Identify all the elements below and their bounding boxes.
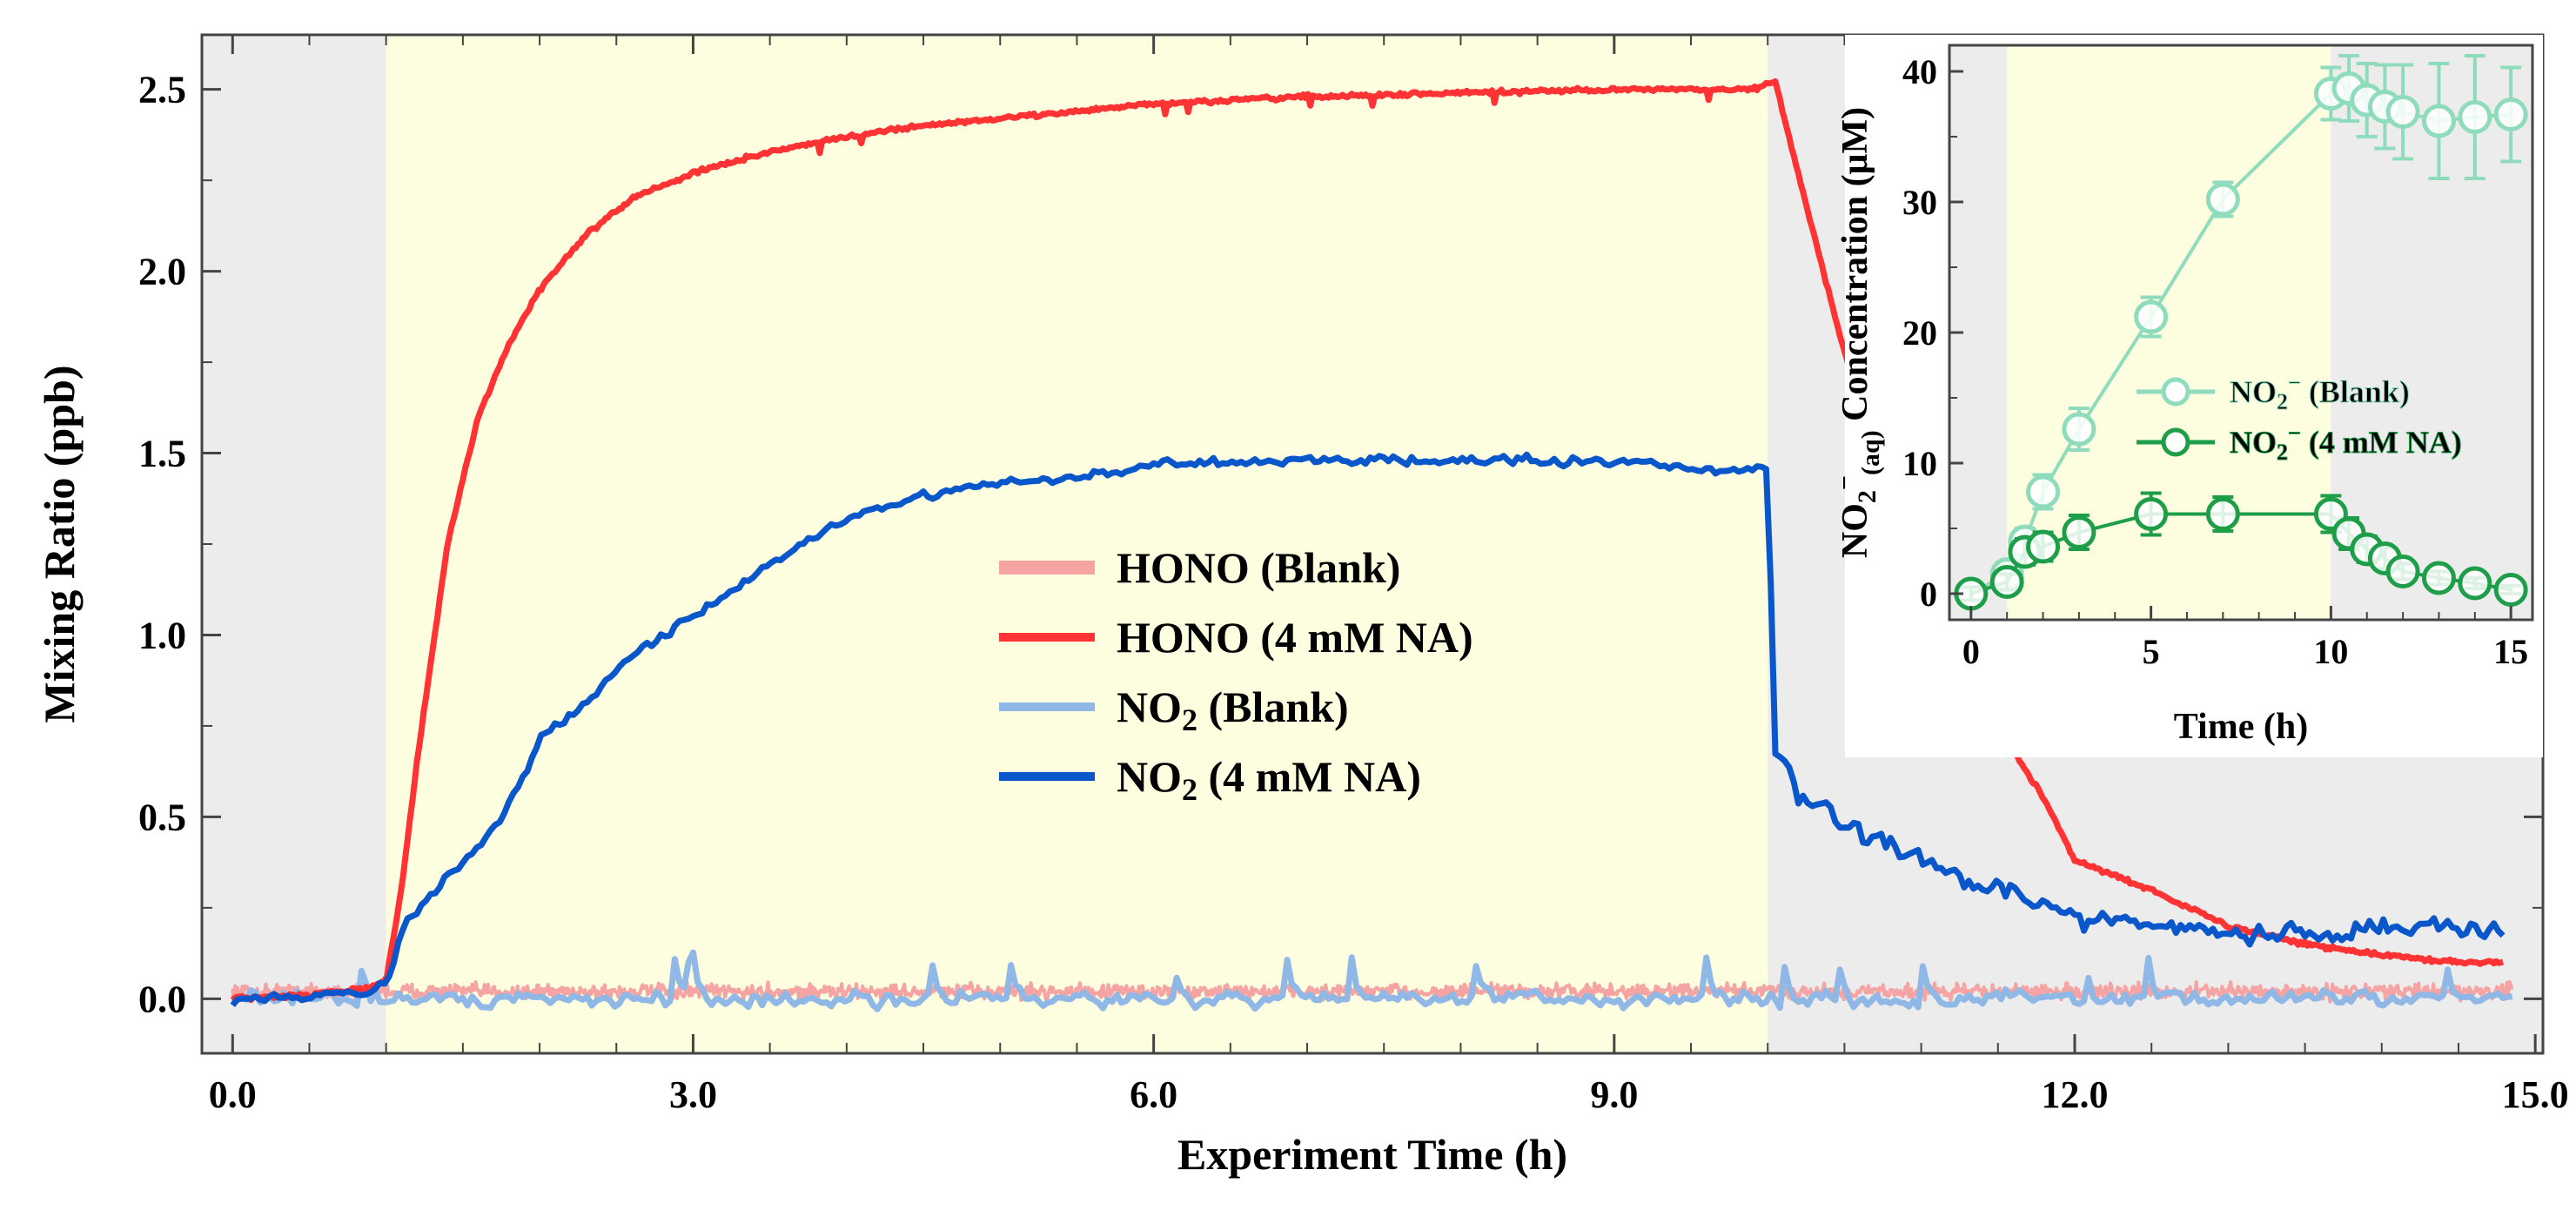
inset-marker-blank xyxy=(2421,104,2456,138)
inset-marker-na xyxy=(2493,573,2528,607)
series-line-no2-blank xyxy=(231,949,2513,1012)
legend-label-hono-blank: HONO (Blank) xyxy=(1117,543,1400,592)
inset-x-axis-label: Time (h) xyxy=(2174,707,2308,747)
inset-marker-blank xyxy=(2062,412,2096,447)
inset-legend-marker-blank xyxy=(2161,377,2190,407)
series-line-hono-na xyxy=(230,77,2505,1004)
x-tick-label: 6.0 xyxy=(1130,1073,1177,1116)
inset-background-bands xyxy=(1949,45,2532,620)
inset-chart: 0 5 10 15 0 10 20 30 40 Time (h) NO2−(aq) Conce… xyxy=(1830,35,2543,757)
inset-marker-blank xyxy=(2458,100,2492,134)
inset-y-tick-label: 20 xyxy=(1902,313,1937,353)
inset-y-tick-label: 40 xyxy=(1902,52,1937,91)
inset-y-tick-label: 0 xyxy=(1920,575,1937,614)
main-x-axis-label: Experiment Time (h) xyxy=(1177,1130,1567,1179)
inset-marker-na xyxy=(2026,529,2061,564)
inset-marker-na xyxy=(2062,515,2096,549)
inset-marker-blank xyxy=(2385,95,2420,129)
y-tick-label: 1.0 xyxy=(138,614,186,656)
y-tick-label: 1.5 xyxy=(138,433,186,475)
light-period-band xyxy=(386,35,1768,1053)
y-tick-label: 0.0 xyxy=(138,978,186,1020)
inset-y-ticks: 0 10 20 30 40 xyxy=(1902,52,1963,614)
inset-marker-na xyxy=(2385,555,2420,588)
inset-legend-label-na: NO2− (4 mM NA) xyxy=(2230,420,2462,465)
inset-y-axis-label: NO2−(aq) Concentration (μM) xyxy=(1830,107,1885,558)
inset-marker-na xyxy=(2205,497,2240,531)
series-line-no2-na xyxy=(230,451,2506,1007)
y-tick-label: 2.5 xyxy=(138,69,186,111)
inset-x-tick-label: 0 xyxy=(1962,632,1980,671)
inset-y-tick-label: 10 xyxy=(1902,444,1937,483)
x-tick-label: 15.0 xyxy=(2502,1073,2569,1116)
inset-marker-blank xyxy=(2493,97,2528,131)
inset-marker-na xyxy=(1989,565,2024,599)
inset-light-period-band xyxy=(2007,45,2331,620)
inset-marker-blank xyxy=(2026,474,2061,509)
y-tick-label: 0.5 xyxy=(138,796,186,838)
inset-marker-blank xyxy=(2205,182,2240,217)
main-series-group xyxy=(230,77,2514,1012)
inset-x-tick-label: 10 xyxy=(2313,632,2348,671)
inset-x-ticks: 0 5 10 15 xyxy=(1962,606,2528,671)
inset-marker-blank xyxy=(2134,299,2169,334)
inset-legend-label-blank: NO2− (Blank) xyxy=(2230,370,2410,414)
inset-marker-na xyxy=(2134,497,2169,531)
x-tick-label: 0.0 xyxy=(209,1073,257,1116)
x-tick-label: 3.0 xyxy=(669,1073,717,1116)
main-legend: HONO (Blank) HONO (4 mM NA) NO2 (Blank) … xyxy=(999,543,1473,807)
inset-x-tick-label: 15 xyxy=(2493,632,2528,671)
legend-label-no2-blank: NO2 (Blank) xyxy=(1117,682,1349,737)
legend-label-no2-na: NO2 (4 mM NA) xyxy=(1117,752,1421,807)
inset-legend-marker-na xyxy=(2161,427,2190,457)
x-tick-label: 12.0 xyxy=(2042,1073,2109,1116)
main-x-ticks: 0.0 3.0 6.0 9.0 12.0 15.0 xyxy=(209,35,2569,1116)
inset-x-tick-label: 5 xyxy=(2143,632,2160,671)
x-tick-label: 9.0 xyxy=(1590,1073,1638,1116)
inset-legend: NO2− (Blank) NO2− (4 mM NA) xyxy=(2137,370,2462,466)
inset-y-tick-label: 30 xyxy=(1902,183,1937,222)
y-tick-label: 2.0 xyxy=(138,251,186,293)
inset-marker-na xyxy=(2421,561,2456,595)
series-line-hono-blank xyxy=(231,979,2514,1004)
main-y-axis-label: Mixing Ratio (ppb) xyxy=(35,365,84,723)
inset-marker-na xyxy=(2458,566,2492,601)
legend-label-hono-na: HONO (4 mM NA) xyxy=(1117,613,1473,662)
